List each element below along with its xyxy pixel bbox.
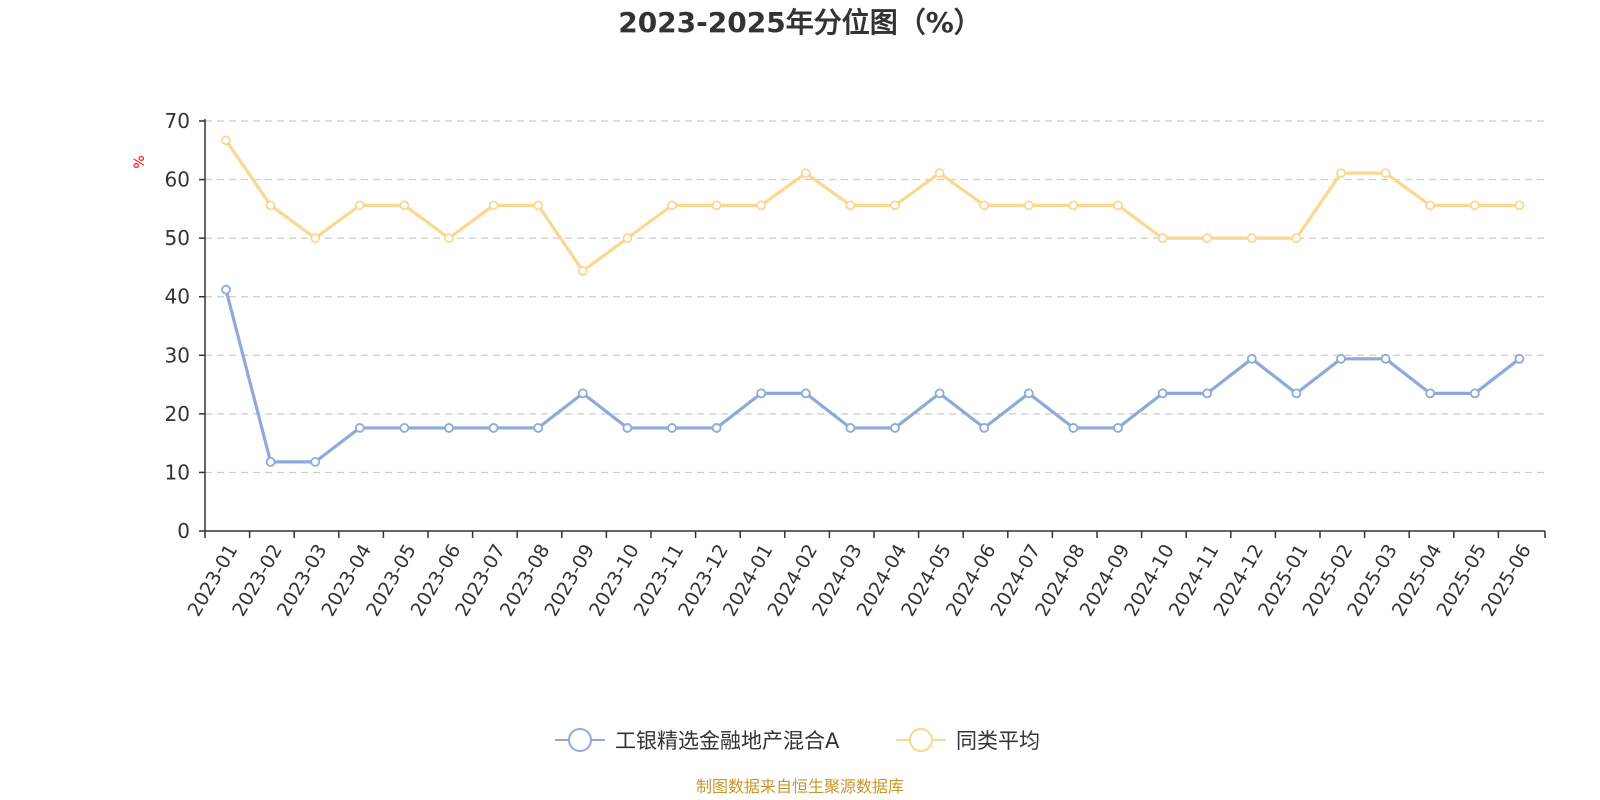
data-point[interactable] (1425, 388, 1436, 399)
grid-lines (205, 120, 1545, 474)
data-point[interactable] (1157, 233, 1168, 244)
data-point[interactable] (354, 423, 365, 433)
data-point[interactable] (756, 388, 767, 399)
data-point[interactable] (667, 423, 677, 433)
data-point[interactable] (1113, 200, 1123, 211)
data-point[interactable] (1336, 168, 1346, 179)
data-point[interactable] (399, 200, 410, 211)
data-point[interactable] (756, 200, 767, 211)
data-point[interactable] (1202, 388, 1213, 399)
y-tick-label: 20 (165, 402, 190, 426)
data-point[interactable] (533, 200, 544, 211)
chart-title: 2023-2025年分位图（%） (618, 6, 982, 39)
data-point[interactable] (1246, 233, 1257, 244)
data-point[interactable] (622, 233, 633, 244)
legend-circle-marker (909, 728, 933, 752)
data-point[interactable] (1469, 200, 1480, 211)
data-point[interactable] (934, 168, 945, 179)
y-tick-label: 10 (165, 460, 190, 484)
data-point[interactable] (979, 200, 990, 211)
data-point[interactable] (1380, 353, 1391, 364)
data-point[interactable] (488, 423, 499, 433)
data-point[interactable] (1068, 200, 1079, 211)
data-point[interactable] (979, 423, 990, 433)
data-point[interactable] (845, 423, 856, 433)
legend-label: 工银精选金融地产混合A (615, 729, 840, 753)
data-point[interactable] (577, 388, 588, 399)
legend-item[interactable]: 同类平均 (896, 728, 1040, 753)
data-point[interactable] (800, 388, 811, 399)
data-point[interactable] (265, 200, 276, 211)
y-tick-label: 0 (177, 519, 190, 543)
data-point[interactable] (1291, 388, 1302, 399)
data-point[interactable] (890, 423, 900, 433)
data-point[interactable] (711, 200, 722, 211)
series-lines (221, 135, 1525, 467)
y-tick-label: 40 (165, 285, 190, 309)
series-line (224, 289, 1521, 464)
data-point[interactable] (1291, 233, 1302, 244)
data-point[interactable] (577, 266, 588, 276)
axes: 0102030405060702023-012023-022023-032023… (165, 109, 1546, 620)
data-point[interactable] (1514, 353, 1525, 364)
data-point[interactable] (1514, 200, 1525, 211)
legend[interactable]: 工银精选金融地产混合A 同类平均 (555, 728, 1040, 753)
data-point[interactable] (845, 200, 856, 211)
data-point[interactable] (1336, 353, 1346, 364)
y-axis-unit-label: % (132, 155, 148, 168)
y-tick-label: 70 (165, 109, 190, 133)
data-point[interactable] (265, 456, 276, 467)
data-point[interactable] (667, 200, 677, 211)
data-point[interactable] (1023, 388, 1034, 399)
data-point[interactable] (444, 423, 454, 433)
data-point[interactable] (310, 456, 321, 467)
data-source-note: 制图数据来自恒生聚源数据库 (696, 777, 904, 796)
data-point[interactable] (488, 200, 499, 211)
data-point[interactable] (1023, 200, 1034, 211)
data-point[interactable] (1202, 233, 1213, 244)
data-point[interactable] (890, 200, 900, 211)
data-point[interactable] (1246, 353, 1257, 364)
data-point[interactable] (354, 200, 365, 211)
data-point[interactable] (934, 388, 945, 399)
data-point[interactable] (622, 423, 633, 433)
data-point[interactable] (1469, 388, 1480, 399)
data-point[interactable] (221, 135, 231, 146)
data-point[interactable] (1425, 200, 1436, 211)
data-point[interactable] (399, 423, 410, 433)
y-tick-label: 60 (165, 168, 190, 192)
data-point[interactable] (310, 233, 321, 244)
series-line (224, 139, 1520, 273)
legend-item[interactable]: 工银精选金融地产混合A (555, 728, 840, 753)
data-point[interactable] (1068, 423, 1079, 433)
data-point[interactable] (444, 233, 454, 244)
data-point[interactable] (1380, 168, 1391, 179)
data-point[interactable] (221, 284, 231, 295)
y-tick-label: 50 (165, 226, 190, 250)
legend-circle-marker (568, 728, 592, 752)
data-point[interactable] (1157, 388, 1168, 399)
y-tick-label: 30 (165, 343, 190, 367)
data-point[interactable] (1113, 423, 1123, 433)
data-point[interactable] (533, 423, 544, 433)
data-point[interactable] (711, 423, 722, 433)
data-point[interactable] (800, 168, 811, 179)
legend-label: 同类平均 (956, 729, 1040, 753)
